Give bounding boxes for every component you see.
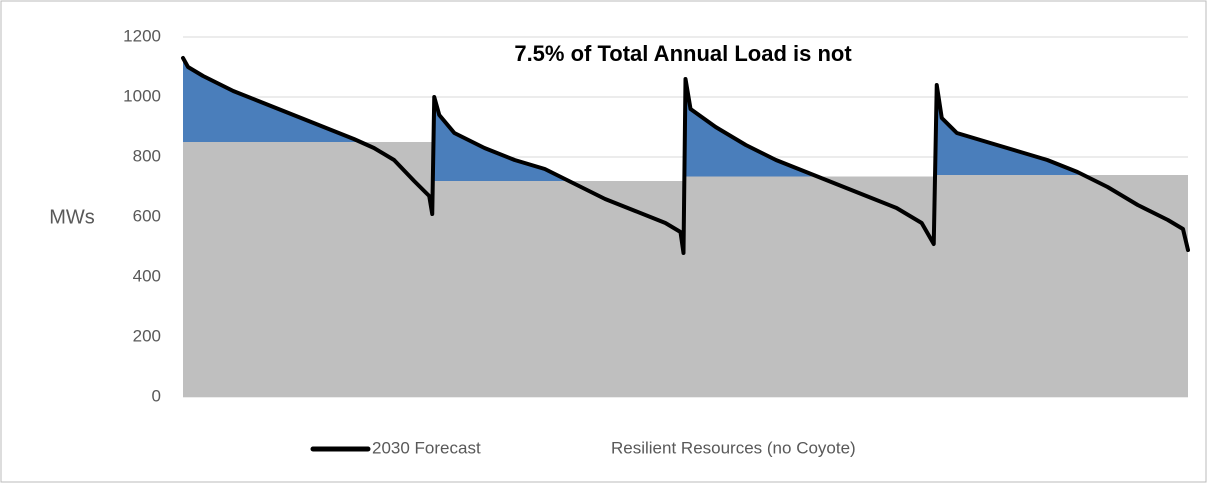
y-tick-label: 0 <box>152 386 161 405</box>
y-tick-label: 600 <box>133 206 161 225</box>
legend: 2030 Forecast Resilient Resources (no Coy… <box>310 438 856 457</box>
y-axis-label: MWs <box>49 206 95 228</box>
chart-title: 7.5% of Total Annual Load is not <box>514 41 852 66</box>
line <box>181 56 1190 255</box>
legend-label: Resilient Resources (no Coyote) <box>611 438 856 457</box>
y-tick-label: 1000 <box>123 86 161 105</box>
y-tick-label: 200 <box>133 326 161 345</box>
y-tick-label: 400 <box>133 266 161 285</box>
y-tick-label: 1200 <box>123 26 161 45</box>
marks <box>181 56 1190 397</box>
legend-label: 2030 Forecast <box>372 438 481 457</box>
y-tick-label: 800 <box>133 146 161 165</box>
